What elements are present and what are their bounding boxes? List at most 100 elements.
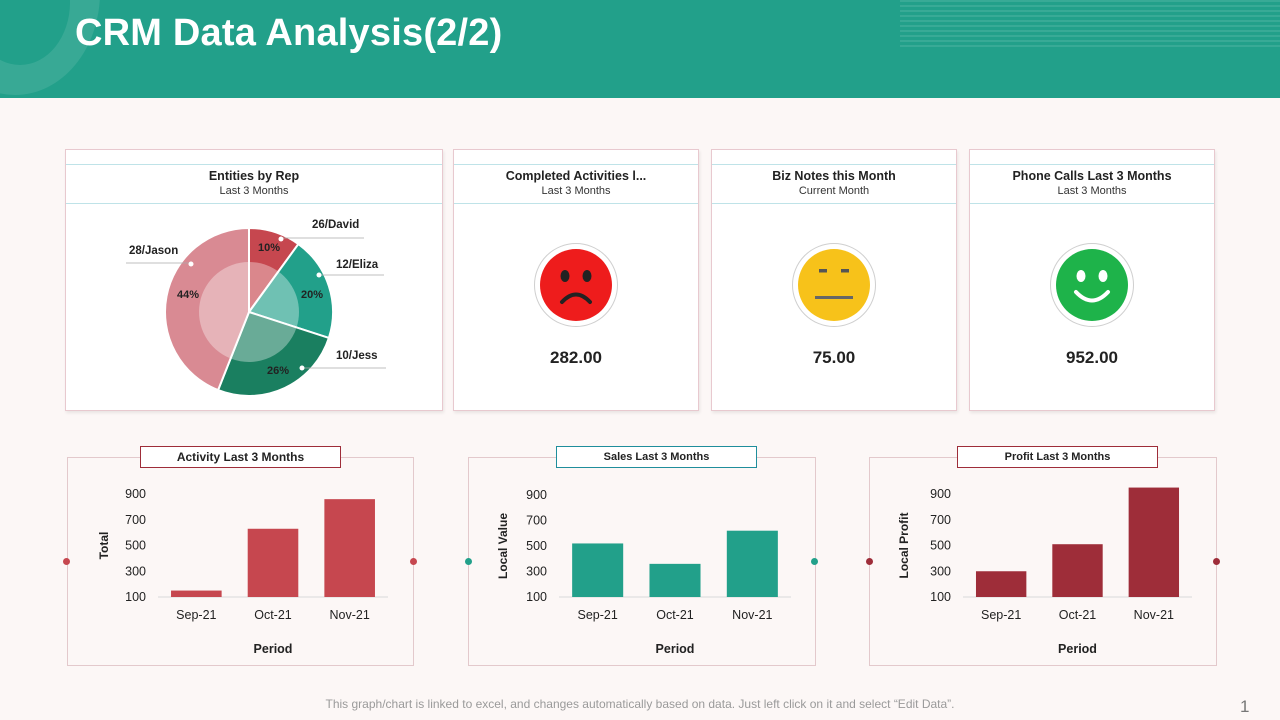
- sales-chart-box: 100 300 500 700 900 Sep-21 Oct-21 Nov-21 Period L…: [468, 457, 816, 666]
- pie-leader-dot: [188, 261, 194, 267]
- pie-percent-label: 20%: [301, 289, 323, 301]
- pie-slice-label: 12/Eliza: [336, 259, 379, 271]
- y-axis-label: Total: [97, 532, 111, 560]
- x-tick-label: Sep-21: [981, 608, 1021, 622]
- pie-slice-label: 10/Jess: [336, 350, 378, 362]
- bar: [649, 563, 701, 597]
- profit-chart-title: Profit Last 3 Months: [957, 446, 1158, 468]
- profit-chart-left-dot: [866, 558, 873, 565]
- y-axis-label: Local Value: [496, 513, 510, 579]
- activities-card-header: Completed Activities l... Last 3 Months: [454, 164, 698, 204]
- calls-card: Phone Calls Last 3 Months Last 3 Months …: [969, 149, 1215, 411]
- profit-chart-right-dot: [1213, 558, 1220, 565]
- calls-card-subtitle: Last 3 Months: [1057, 185, 1127, 197]
- notes-card-title: Biz Notes this Month: [772, 169, 896, 183]
- sad-face-icon: [534, 243, 618, 327]
- pie-slice-inner: [249, 262, 279, 312]
- y-tick-label: 700: [526, 514, 547, 528]
- pie-slice-inner: [249, 271, 299, 328]
- x-tick-label: Oct-21: [254, 608, 292, 622]
- pie-slice-label: 26/David: [312, 219, 359, 231]
- activity-chart-title: Activity Last 3 Months: [140, 446, 341, 468]
- bar: [247, 528, 299, 597]
- pie-percent-label: 10%: [258, 242, 280, 254]
- x-tick-label: Nov-21: [330, 608, 370, 622]
- sales-bar-chart[interactable]: 100 300 500 700 900 Sep-21 Oct-21 Nov-21 Period L…: [469, 458, 817, 667]
- x-axis-label: Period: [1058, 642, 1097, 656]
- activities-value: 282.00: [550, 348, 602, 367]
- y-tick-label: 900: [930, 487, 951, 501]
- activities-card-title: Completed Activities l...: [505, 169, 647, 183]
- activity-chart-box: 100 300 500 700 900 Sep-21 Oct-21 Nov-21 Period T…: [67, 457, 414, 666]
- y-tick-label: 100: [930, 590, 951, 604]
- y-tick-label: 900: [526, 488, 547, 502]
- y-tick-label: 100: [125, 590, 146, 604]
- profit-bar-chart[interactable]: 100 300 500 700 900 Sep-21 Oct-21 Nov-21 Period L…: [870, 458, 1218, 667]
- page-number: 1: [1240, 697, 1250, 716]
- pie-leader-dot: [316, 272, 322, 278]
- activities-card-subtitle: Last 3 Months: [541, 185, 611, 197]
- y-tick-label: 900: [125, 487, 146, 501]
- pie-percent-label: 26%: [267, 365, 289, 377]
- notes-card: Biz Notes this Month Current Month 75.00: [711, 149, 957, 411]
- x-tick-label: Sep-21: [176, 608, 216, 622]
- notes-value: 75.00: [812, 348, 856, 367]
- notes-card-header: Biz Notes this Month Current Month: [712, 164, 956, 204]
- calls-value: 952.00: [1066, 348, 1118, 367]
- y-tick-label: 300: [930, 564, 951, 578]
- entities-card: Entities by Rep Last 3 Months 26/David 10…: [65, 149, 443, 411]
- bar: [1128, 487, 1180, 597]
- bar: [1052, 544, 1103, 597]
- y-tick-label: 700: [930, 513, 951, 527]
- bar: [726, 530, 778, 597]
- bar: [324, 499, 375, 597]
- y-tick-label: 500: [526, 539, 547, 553]
- page-title: CRM Data Analysis(2/2): [75, 12, 503, 54]
- y-tick-label: 500: [125, 539, 146, 553]
- calls-card-title: Phone Calls Last 3 Months: [1012, 169, 1172, 183]
- y-tick-label: 500: [930, 539, 951, 553]
- calls-card-header: Phone Calls Last 3 Months Last 3 Months: [970, 164, 1214, 204]
- header-banner: CRM Data Analysis(2/2): [0, 0, 1280, 98]
- x-tick-label: Nov-21: [1134, 608, 1174, 622]
- pie-slice-inner: [230, 312, 297, 362]
- neutral-face-icon: [792, 243, 876, 327]
- entities-card-subtitle: Last 3 Months: [219, 185, 289, 197]
- y-tick-label: 700: [125, 513, 146, 527]
- entities-card-header: Entities by Rep Last 3 Months: [66, 164, 442, 204]
- activity-chart-left-dot: [63, 558, 70, 565]
- pie-leader-dot: [299, 365, 305, 371]
- x-axis-label: Period: [656, 642, 695, 656]
- entities-pie-chart[interactable]: 26/David 10% 12/Eliza 20% 10/Jess 26% 28/Jason…: [66, 150, 444, 412]
- bar: [975, 571, 1027, 597]
- pie-slice: [164, 226, 250, 392]
- notes-card-subtitle: Current Month: [798, 185, 870, 197]
- pie-leader-dot: [278, 236, 284, 242]
- x-tick-label: Oct-21: [656, 608, 694, 622]
- entities-card-title: Entities by Rep: [208, 169, 300, 183]
- activity-bar-chart[interactable]: 100 300 500 700 900 Sep-21 Oct-21 Nov-21 Period T…: [68, 458, 415, 667]
- x-tick-label: Nov-21: [732, 608, 772, 622]
- sales-chart-right-dot: [811, 558, 818, 565]
- pie-percent-label: 44%: [177, 289, 199, 301]
- activities-card: Completed Activities l... Last 3 Months …: [453, 149, 699, 411]
- bar: [171, 590, 222, 597]
- x-tick-label: Oct-21: [1059, 608, 1097, 622]
- pie-slice-label: 28/Jason: [129, 245, 178, 257]
- sales-chart-title: Sales Last 3 Months: [556, 446, 757, 468]
- pie-slice: [216, 310, 331, 397]
- x-tick-label: Sep-21: [578, 608, 618, 622]
- x-axis-label: Period: [254, 642, 293, 656]
- happy-face-icon: [1050, 243, 1134, 327]
- pie-slice-inner: [198, 262, 249, 359]
- decorative-stripes: [900, 0, 1280, 48]
- y-axis-label: Local Profit: [897, 512, 911, 578]
- activity-chart-right-dot: [410, 558, 417, 565]
- footer-note: This graph/chart is linked to excel, and…: [325, 697, 955, 711]
- profit-chart-box: 100 300 500 700 900 Sep-21 Oct-21 Nov-21 Period L…: [869, 457, 1217, 666]
- sales-chart-left-dot: [465, 558, 472, 565]
- y-tick-label: 300: [526, 565, 547, 579]
- y-tick-label: 100: [526, 590, 547, 604]
- bar: [572, 543, 624, 597]
- y-tick-label: 300: [125, 564, 146, 578]
